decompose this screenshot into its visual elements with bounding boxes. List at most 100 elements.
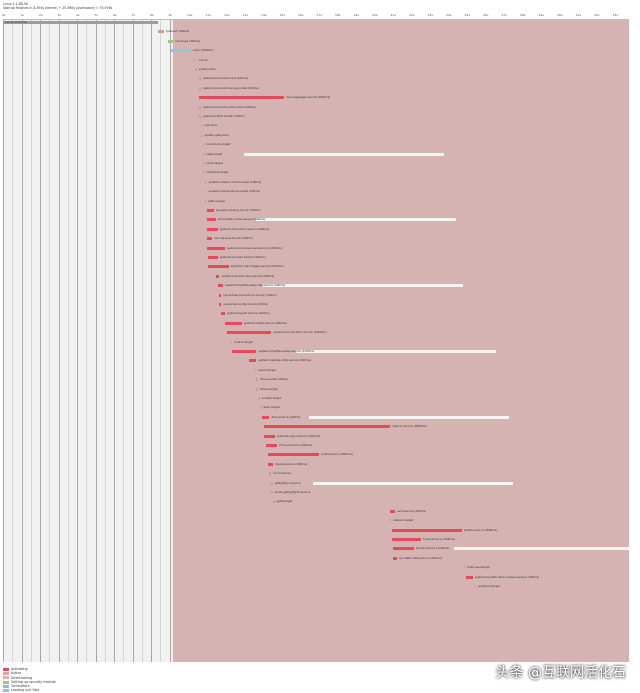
watermark-text: 头条 @互联网活化石	[495, 665, 626, 681]
unit-bar[interactable]	[232, 350, 257, 353]
unit-bar[interactable]	[200, 133, 203, 137]
legend-item: Activating	[3, 667, 56, 671]
unit-bar[interactable]	[391, 538, 422, 541]
unit-bar[interactable]	[474, 585, 477, 588]
unit-label: systemd-udevd-control.socket (100ms)	[208, 179, 262, 184]
unit-bar[interactable]	[206, 209, 214, 212]
unit-bar[interactable]	[202, 152, 205, 156]
unit-bar[interactable]	[225, 321, 242, 325]
gridline-minor	[30, 20, 32, 662]
unit-bar[interactable]	[206, 237, 213, 241]
unit-bar[interactable]	[219, 303, 222, 306]
unit-bar[interactable]	[258, 397, 260, 400]
unit-label: system.slice	[198, 67, 216, 71]
unit-bar[interactable]	[215, 274, 220, 278]
unit-label: rpc-statd-notify.service (200ms)	[399, 555, 442, 560]
unit-bar[interactable]	[199, 115, 201, 118]
unit-bar[interactable]	[206, 218, 216, 222]
unit-bar[interactable]	[199, 105, 201, 109]
unit-label: sys-fs-fuse-connections.mount (100ms)	[223, 292, 277, 297]
unit-label: sys-kernel-debug.mount (400ms)	[215, 208, 261, 212]
unit-bar[interactable]	[465, 575, 473, 579]
unit-bar[interactable]	[204, 180, 207, 184]
unit-bar[interactable]	[263, 425, 390, 429]
unit-bar[interactable]	[200, 124, 203, 128]
unit-bar[interactable]	[219, 293, 222, 297]
unit-bar[interactable]	[269, 472, 271, 476]
axis-tick: 31s	[575, 13, 581, 17]
unit-bar[interactable]	[249, 359, 257, 363]
unit-label: sshd.service (300ms)	[397, 508, 426, 513]
unit-bar[interactable]	[199, 86, 201, 90]
unit-bar[interactable]	[199, 96, 285, 100]
unit-label: systemd-tmpfiles-setup-dev.service (300m…	[225, 283, 286, 288]
legend-item: Loading unit files	[3, 688, 56, 692]
unit-label: -.slice (1000ms)	[191, 48, 214, 53]
axis-tick: 26s	[483, 13, 489, 17]
unit-bar[interactable]	[256, 387, 258, 391]
unit-bar[interactable]	[389, 509, 396, 513]
unit-bar[interactable]	[3, 21, 159, 24]
axis-tick: 13s	[242, 13, 248, 17]
unit-label: systemd-udevd-kernel.socket (100ms)	[208, 189, 261, 194]
unit-bar[interactable]	[260, 406, 262, 410]
unit-label: systemd-initctl.socket (100ms)	[202, 114, 245, 118]
unit-bar[interactable]	[267, 453, 320, 457]
unit-bar[interactable]	[208, 265, 229, 269]
unit-bar[interactable]	[202, 171, 205, 175]
unit-label: -.mount	[197, 57, 208, 62]
unit-bar[interactable]	[256, 378, 259, 382]
gridline	[169, 20, 171, 662]
unit-label: kernel (8394ms)	[5, 20, 28, 24]
unit-bar[interactable]	[254, 368, 257, 372]
unit-bar[interactable]	[217, 284, 224, 288]
unit-bar[interactable]	[267, 462, 274, 466]
unit-bar[interactable]	[273, 500, 275, 504]
unit-bar[interactable]	[265, 444, 277, 447]
unit-label: serial-getty@ttyS0.service	[274, 490, 311, 494]
unit-label: system-getty.slice	[204, 132, 229, 137]
unit-label: kmod-static-nodes.service (500ms)	[217, 217, 266, 222]
row-separator	[244, 152, 445, 156]
unit-bar[interactable]	[262, 415, 270, 419]
unit-bar[interactable]	[393, 556, 398, 560]
unit-bar[interactable]	[208, 256, 218, 259]
unit-label: remote-fs.target	[206, 170, 229, 175]
unit-bar[interactable]	[393, 547, 414, 551]
axis-tick: 6s	[113, 13, 117, 17]
unit-bar[interactable]	[226, 331, 272, 335]
unit-bar[interactable]	[193, 58, 196, 62]
gridline-minor	[12, 20, 14, 662]
gridline	[58, 20, 60, 662]
axis-tick: 0s	[2, 13, 6, 17]
unit-bar[interactable]	[206, 227, 218, 231]
unit-bar[interactable]	[171, 49, 190, 53]
unit-bar[interactable]	[167, 39, 174, 43]
unit-bar[interactable]	[202, 143, 205, 147]
unit-bar[interactable]	[391, 528, 462, 532]
unit-bar[interactable]	[389, 519, 392, 523]
unit-bar[interactable]	[199, 77, 201, 81]
unit-bar[interactable]	[206, 246, 225, 250]
unit-bar[interactable]	[230, 340, 233, 344]
unit-bar[interactable]	[271, 491, 273, 494]
gridline	[151, 20, 152, 662]
unit-bar[interactable]	[271, 481, 273, 485]
unit-bar[interactable]	[158, 30, 164, 34]
unit-bar[interactable]	[263, 434, 275, 438]
unit-label: init.scope (300ms)	[175, 38, 201, 43]
unit-bar[interactable]	[204, 199, 207, 203]
unit-label: systemd-journald.service (500ms)	[219, 255, 266, 259]
active-region	[173, 20, 629, 662]
unit-bar[interactable]	[221, 312, 225, 316]
unit-label: swap.target	[206, 151, 223, 156]
unit-bar[interactable]	[204, 190, 207, 194]
unit-bar[interactable]	[202, 162, 205, 165]
gridline	[132, 20, 134, 662]
row-separator	[263, 284, 464, 288]
unit-bar[interactable]	[463, 566, 466, 570]
axis-tick: 8s	[150, 13, 154, 17]
unit-bar[interactable]	[195, 68, 197, 71]
axis-tick: 32s	[594, 13, 600, 17]
row-separator	[312, 481, 513, 485]
